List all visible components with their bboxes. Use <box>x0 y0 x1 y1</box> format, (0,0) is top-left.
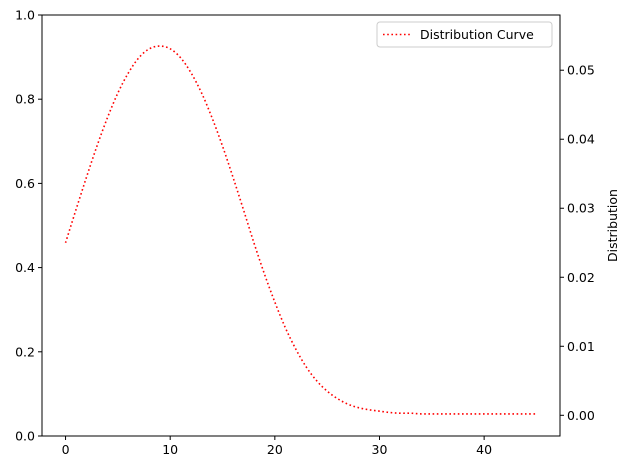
axes-frame <box>41 14 561 437</box>
right-y-tick-label: 0.05 <box>567 63 595 78</box>
right-y-axis-label: Distribution <box>605 189 620 262</box>
distribution-curve-line <box>64 45 537 415</box>
legend-label: Distribution Curve <box>420 27 534 42</box>
legend: Distribution Curve <box>376 21 553 48</box>
x-tick-label: 40 <box>476 442 492 457</box>
left-y-tick-label: 0.8 <box>15 92 35 107</box>
x-tick-label: 10 <box>162 442 178 457</box>
left-y-tick-label: 0.4 <box>15 260 35 275</box>
right-y-tick-label: 0.04 <box>567 132 595 147</box>
legend-box <box>376 21 553 48</box>
right-y-tick-label: 0.02 <box>567 270 595 285</box>
x-tick-label: 0 <box>62 442 70 457</box>
left-y-axis-ticks: 0.0 0.2 0.4 0.6 0.8 1.0 <box>15 8 42 444</box>
right-y-tick-label: 0.03 <box>567 201 595 216</box>
right-y-tick-label: 0.00 <box>567 408 595 423</box>
left-y-tick-label: 0.0 <box>15 429 35 444</box>
right-y-tick-label: 0.01 <box>567 339 595 354</box>
right-y-axis-ticks: 0.00 0.01 0.02 0.03 0.04 0.05 <box>560 63 595 423</box>
left-y-tick-label: 0.6 <box>15 176 35 191</box>
left-y-tick-label: 1.0 <box>15 8 35 23</box>
plot-area <box>64 45 537 415</box>
x-tick-label: 30 <box>372 442 388 457</box>
x-tick-label: 20 <box>267 442 283 457</box>
x-axis-ticks: 0 10 20 30 40 <box>62 436 492 457</box>
left-y-tick-label: 0.2 <box>15 344 35 359</box>
